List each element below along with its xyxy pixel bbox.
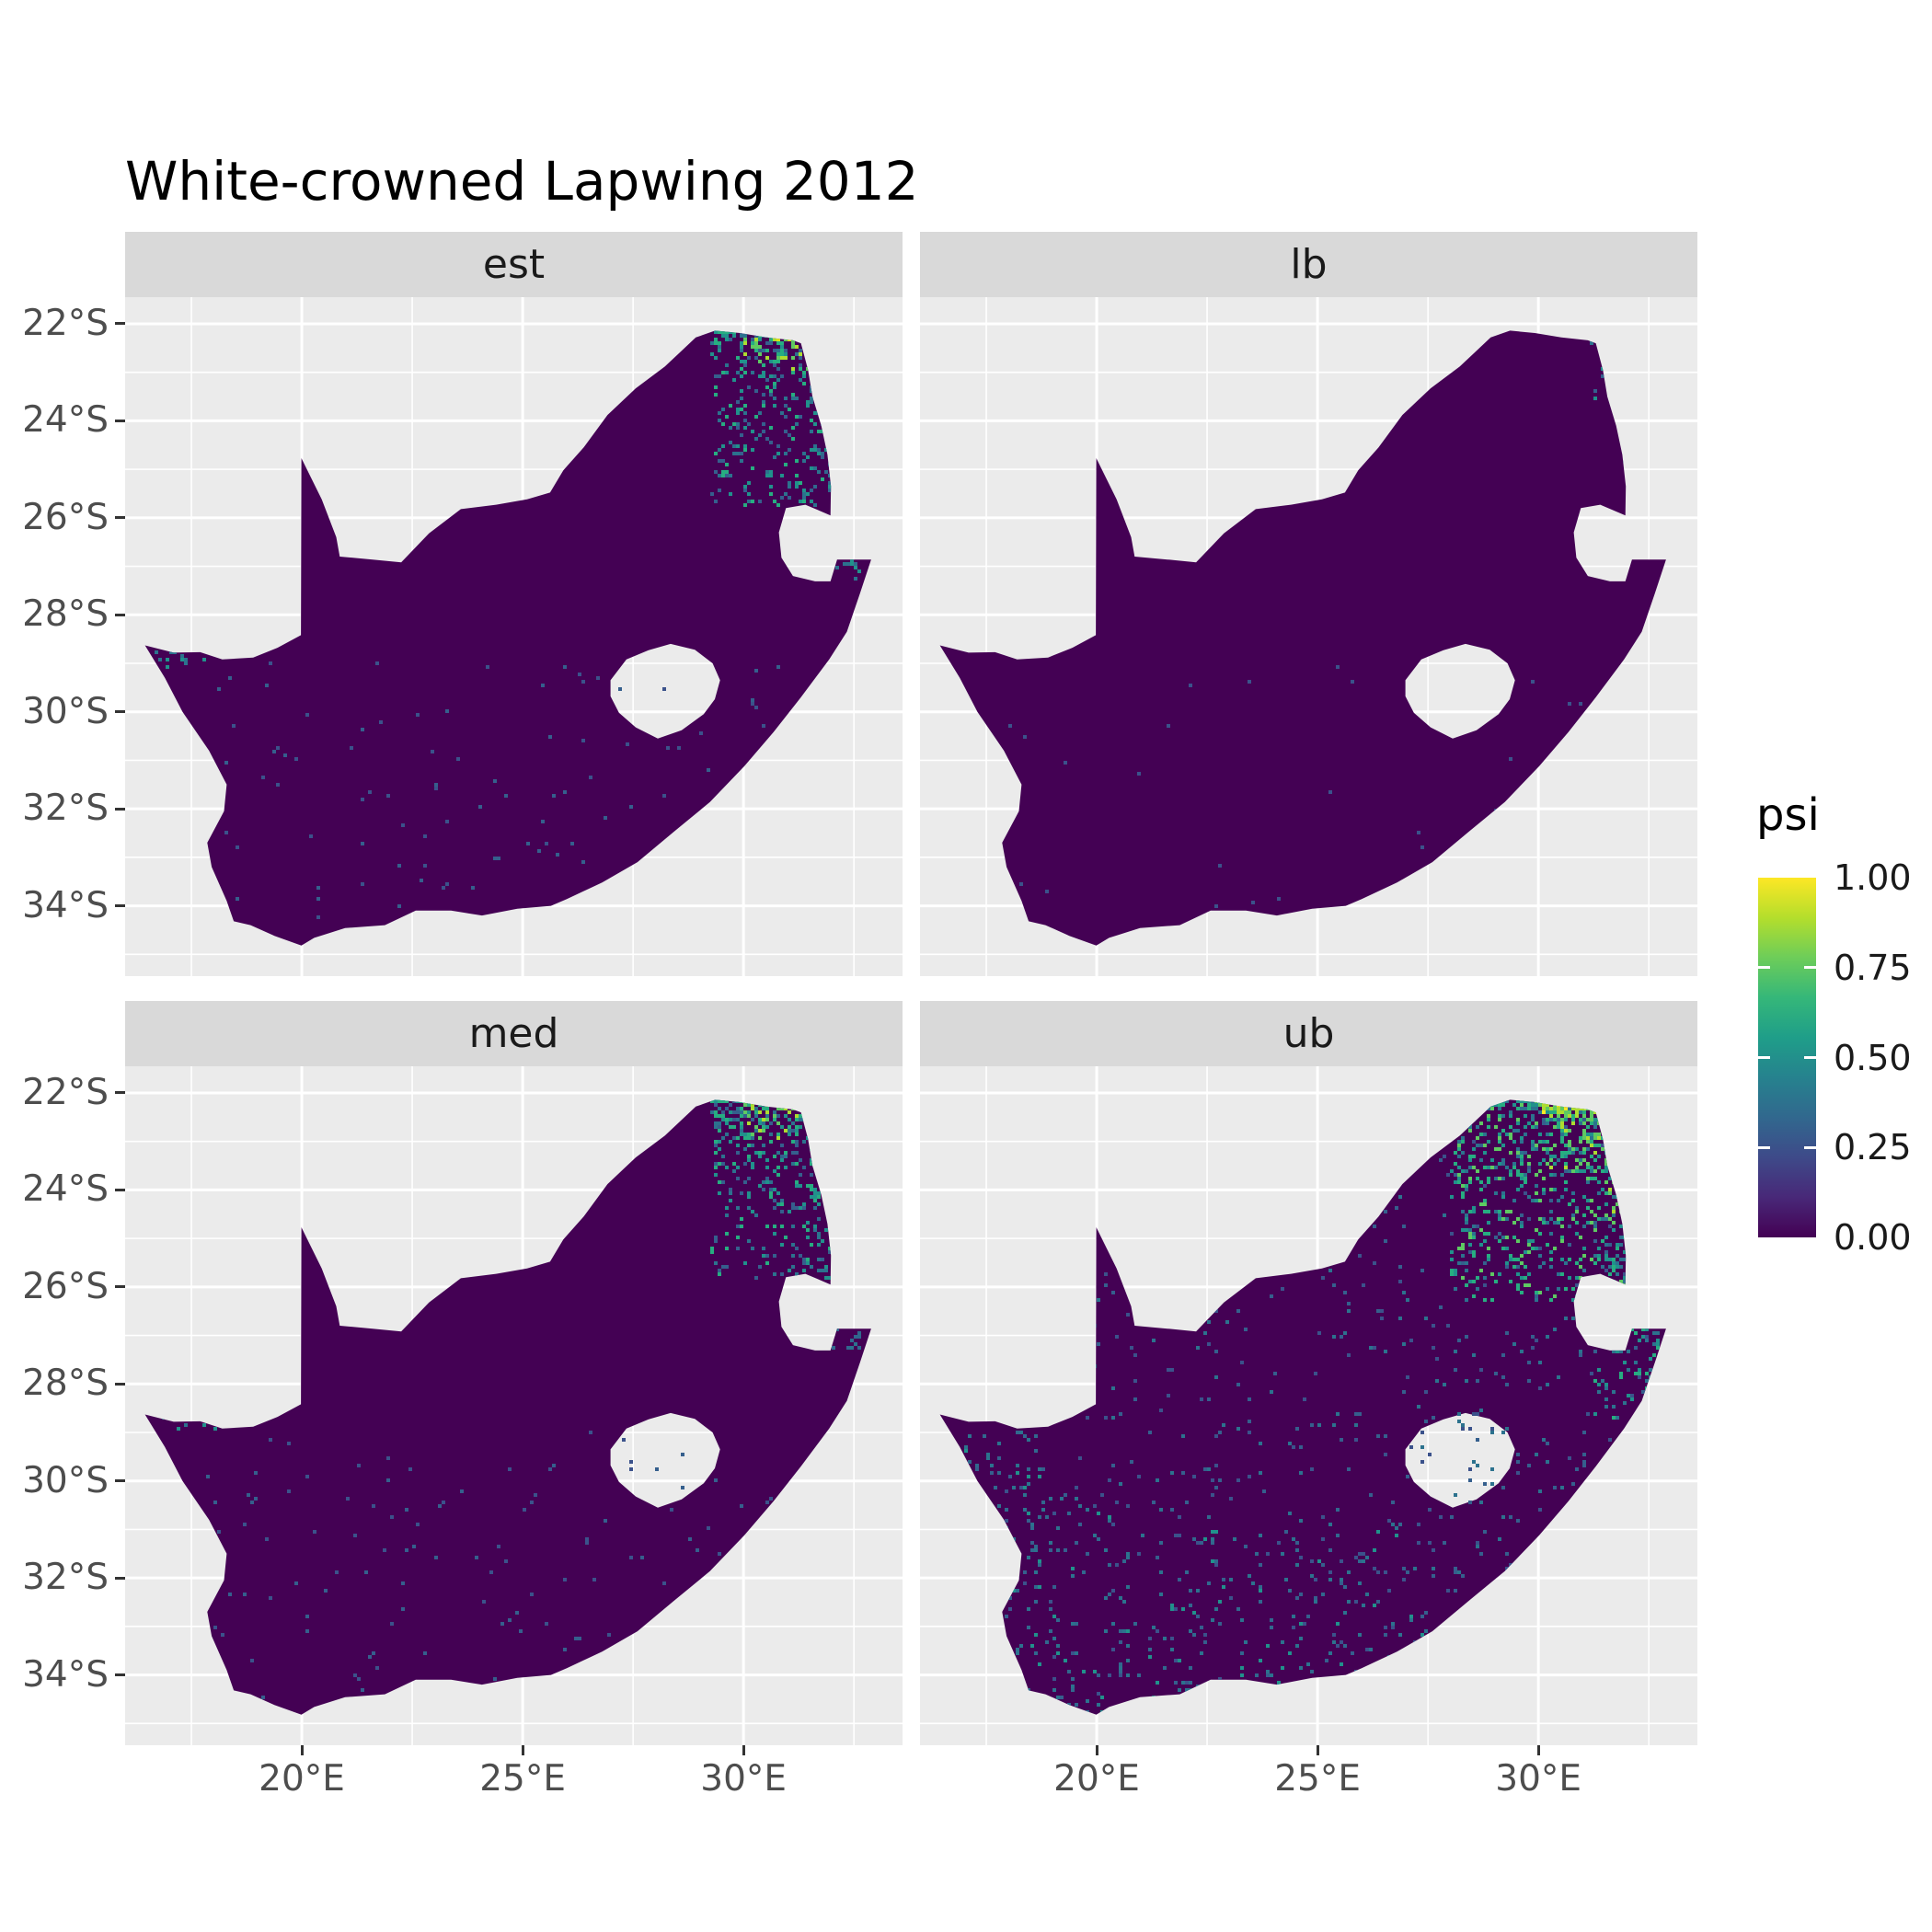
y-tick-label: 26°S: [22, 496, 109, 538]
map-panel-est: [125, 297, 903, 976]
facet-label-lb: lb: [1290, 241, 1328, 288]
y-axis-tick: [115, 904, 125, 908]
map-panel-lb: [920, 297, 1697, 976]
south-africa-map-est: [144, 330, 871, 946]
x-tick-label: 30°E: [1495, 1758, 1582, 1800]
facet-strip-lb: lb: [920, 232, 1697, 297]
y-tick-label: 34°S: [22, 1653, 109, 1696]
y-axis-tick: [115, 419, 125, 422]
y-tick-label: 22°S: [22, 302, 109, 344]
y-axis-tick: [115, 1479, 125, 1483]
x-axis-tick: [1095, 1745, 1098, 1755]
legend-tick: [1804, 1145, 1816, 1149]
legend-title: psi: [1756, 789, 1820, 841]
x-axis-tick: [521, 1745, 524, 1755]
facet-strip-med: med: [125, 1001, 903, 1066]
x-axis-tick: [1536, 1745, 1540, 1755]
y-tick-label: 24°S: [22, 399, 109, 442]
y-tick-label: 32°S: [22, 788, 109, 830]
south-africa-map-med: [144, 1099, 871, 1715]
map-panel-med: [125, 1066, 903, 1745]
y-axis-tick: [115, 613, 125, 616]
x-tick-label: 20°E: [259, 1758, 345, 1800]
y-tick-label: 32°S: [22, 1557, 109, 1599]
y-axis-tick: [115, 807, 125, 811]
y-tick-label: 26°S: [22, 1265, 109, 1307]
facet-label-est: est: [482, 241, 546, 288]
facet-strip-ub: ub: [920, 1001, 1697, 1066]
legend-break-label: 0.00: [1834, 1217, 1912, 1258]
y-axis-tick: [115, 516, 125, 520]
legend-break-label: 0.25: [1834, 1127, 1912, 1168]
x-axis-tick: [742, 1745, 745, 1755]
legend-break-label: 1.00: [1834, 857, 1912, 898]
y-tick-label: 34°S: [22, 884, 109, 926]
y-tick-label: 22°S: [22, 1071, 109, 1113]
legend-break-label: 0.50: [1834, 1037, 1912, 1078]
legend-tick: [1758, 966, 1770, 970]
y-tick-label: 30°S: [22, 690, 109, 732]
y-axis-tick: [115, 1576, 125, 1580]
facet-strip-est: est: [125, 232, 903, 297]
y-axis-tick: [115, 710, 125, 714]
plot-title: White-crowned Lapwing 2012: [125, 150, 919, 213]
y-axis-tick: [115, 1382, 125, 1386]
map-panel-ub: [920, 1066, 1697, 1745]
y-axis-tick: [115, 1673, 125, 1677]
south-africa-map-ub: [939, 1099, 1666, 1715]
legend: psi 1.00 0.75 0.50 0.25 0.00: [1756, 789, 1931, 1341]
y-tick-label: 24°S: [22, 1168, 109, 1211]
x-tick-label: 25°E: [1274, 1758, 1361, 1800]
x-tick-label: 20°E: [1053, 1758, 1140, 1800]
y-axis-tick: [115, 1188, 125, 1191]
legend-tick: [1804, 966, 1816, 970]
x-tick-label: 30°E: [700, 1758, 788, 1800]
y-tick-label: 28°S: [22, 1363, 109, 1405]
facet-label-med: med: [468, 1010, 559, 1057]
x-axis-tick: [1316, 1745, 1319, 1755]
y-tick-label: 30°S: [22, 1459, 109, 1501]
facet-label-ub: ub: [1282, 1010, 1335, 1057]
legend-tick: [1758, 1056, 1770, 1059]
x-axis-tick: [300, 1745, 304, 1755]
y-axis-tick: [115, 322, 125, 326]
y-tick-label: 28°S: [22, 593, 109, 636]
legend-tick: [1804, 1056, 1816, 1059]
x-tick-label: 25°E: [479, 1758, 566, 1800]
legend-break-label: 0.75: [1834, 947, 1912, 988]
y-axis-tick: [115, 1091, 125, 1095]
south-africa-map-lb: [939, 330, 1666, 946]
legend-colorbar: [1758, 878, 1816, 1237]
legend-tick: [1758, 1145, 1770, 1149]
y-axis-tick: [115, 1285, 125, 1289]
